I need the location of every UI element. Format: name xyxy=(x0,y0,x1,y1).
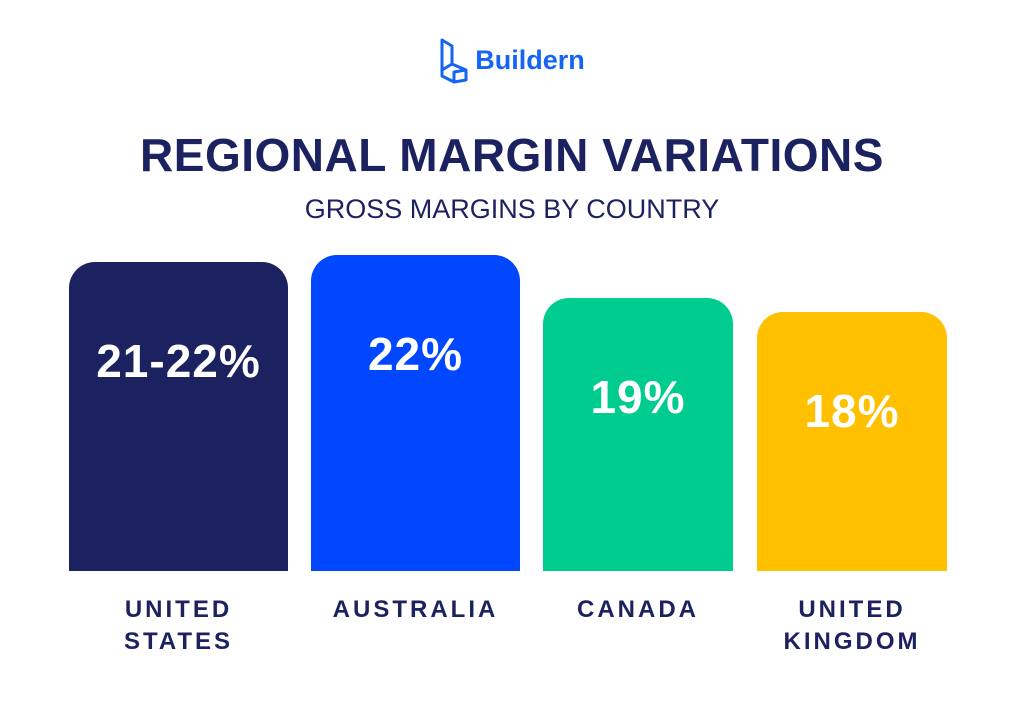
logo-text: Buildern xyxy=(475,44,585,75)
value-label: 21-22% xyxy=(96,335,261,388)
chart-subtitle: GROSS MARGINS BY COUNTRY xyxy=(304,194,720,224)
logo: Buildern xyxy=(0,36,1024,84)
chart-title: REGIONAL MARGIN VARIATIONS xyxy=(140,129,884,181)
bar xyxy=(757,312,947,571)
x-tick-label: CANADA xyxy=(577,596,699,623)
bar xyxy=(543,298,733,571)
bar xyxy=(311,255,520,571)
value-label: 18% xyxy=(804,385,900,438)
x-tick-label: UNITED STATES xyxy=(123,596,234,655)
bar xyxy=(69,262,288,571)
value-label: 22% xyxy=(367,328,464,380)
value-label: 19% xyxy=(590,371,686,424)
x-tick-label: UNITED KINGDOM xyxy=(783,596,921,655)
x-tick-label: AUSTRALIA xyxy=(332,596,499,623)
logo-icon xyxy=(440,38,468,84)
